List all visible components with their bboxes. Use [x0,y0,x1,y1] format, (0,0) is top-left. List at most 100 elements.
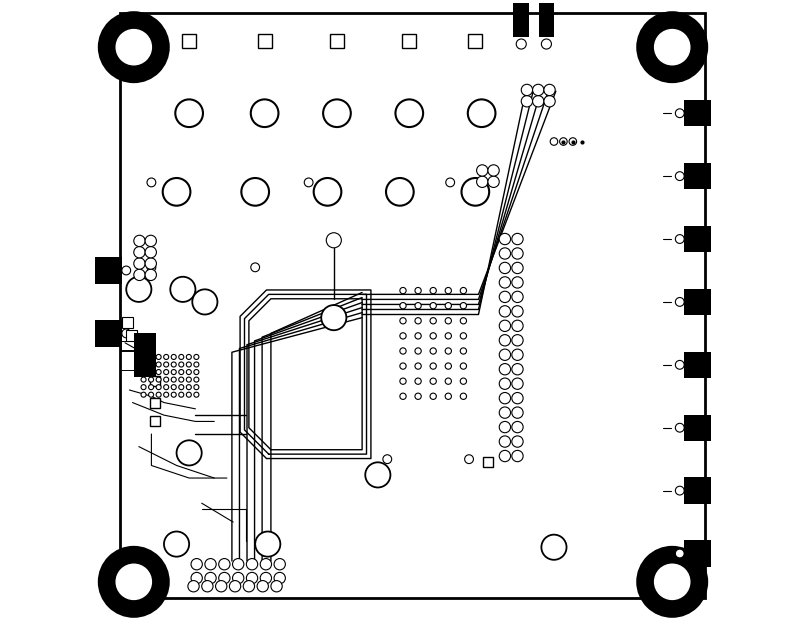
Circle shape [145,235,156,247]
Circle shape [323,99,351,127]
Circle shape [430,303,436,309]
Circle shape [186,377,191,382]
Circle shape [194,370,199,375]
Circle shape [415,363,422,369]
Circle shape [148,370,154,375]
Circle shape [675,109,684,118]
Circle shape [512,392,523,404]
Circle shape [260,559,272,570]
Bar [684,415,711,441]
Circle shape [400,378,406,384]
Bar [468,34,482,48]
Circle shape [175,99,203,127]
Circle shape [179,392,184,398]
Circle shape [99,547,168,616]
Circle shape [499,378,510,389]
Circle shape [134,235,145,247]
Bar [134,355,156,377]
Circle shape [638,13,707,82]
Circle shape [512,233,523,245]
Circle shape [194,384,199,389]
Circle shape [476,176,488,187]
Circle shape [365,462,390,487]
Circle shape [521,96,533,107]
Bar [483,457,493,467]
Circle shape [171,384,177,389]
Circle shape [499,450,510,462]
Bar [150,376,160,386]
Circle shape [654,564,690,599]
Circle shape [462,178,489,206]
Circle shape [271,581,282,592]
Circle shape [141,370,146,375]
Circle shape [400,287,406,294]
Circle shape [512,364,523,375]
Circle shape [188,581,199,592]
Circle shape [326,233,342,248]
Circle shape [675,172,684,181]
Circle shape [145,247,156,258]
Circle shape [170,277,195,302]
Bar [513,3,529,37]
Circle shape [179,377,184,382]
Circle shape [145,269,156,281]
Circle shape [488,165,499,176]
Bar [182,34,196,48]
Circle shape [243,581,255,592]
Circle shape [164,532,189,557]
Circle shape [430,333,436,339]
Circle shape [257,581,268,592]
Circle shape [430,378,436,384]
Bar [684,163,711,189]
Circle shape [186,362,191,367]
Circle shape [171,392,177,398]
Circle shape [675,549,684,558]
Circle shape [512,262,523,274]
Circle shape [256,532,280,557]
Circle shape [460,318,467,324]
Circle shape [141,362,146,367]
Circle shape [233,559,244,570]
Circle shape [499,248,510,259]
Circle shape [304,178,313,187]
Circle shape [499,407,510,418]
Circle shape [415,333,422,339]
Bar [134,333,156,356]
Circle shape [533,84,544,96]
Circle shape [499,349,510,360]
Bar [538,3,555,37]
Circle shape [177,440,202,465]
Circle shape [559,138,567,145]
Circle shape [205,572,216,584]
Circle shape [156,377,161,382]
Bar [684,540,711,567]
Circle shape [512,335,523,346]
Circle shape [445,348,451,354]
Circle shape [193,289,218,314]
Circle shape [383,455,392,464]
Circle shape [396,99,423,127]
Circle shape [675,486,684,495]
Circle shape [499,233,510,245]
Circle shape [122,329,131,338]
Circle shape [430,348,436,354]
Circle shape [186,370,191,375]
Circle shape [499,277,510,288]
Circle shape [171,370,177,375]
Bar [684,352,711,378]
Circle shape [400,348,406,354]
Circle shape [476,165,488,176]
Circle shape [400,303,406,309]
Circle shape [186,392,191,398]
Circle shape [467,99,496,127]
Circle shape [675,235,684,243]
Circle shape [488,176,499,187]
Circle shape [499,335,510,346]
Circle shape [516,39,526,49]
Circle shape [314,178,342,206]
Bar [150,416,160,426]
Bar [95,320,122,347]
Circle shape [512,421,523,433]
Circle shape [415,393,422,399]
Circle shape [274,572,285,584]
